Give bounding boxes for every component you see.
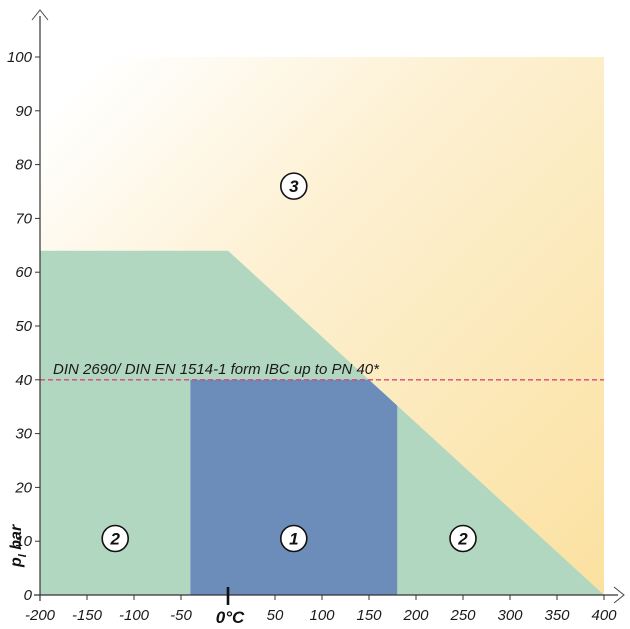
chart-axes: 0 10 20 30 40 50 60 70 80 90 100 -200 -150 -100 -50 50 1… [7, 9, 625, 627]
x-tick-label: -50 [170, 607, 192, 624]
x-tick-label: 200 [402, 607, 429, 624]
y-tick-label: 90 [15, 103, 32, 120]
x-tick-label: 300 [497, 607, 523, 624]
zone-marker-circle-1 [279, 524, 308, 553]
x-tick-label: -100 [119, 607, 150, 624]
y-tick-label: 60 [15, 264, 32, 281]
x-tick-label: 150 [356, 607, 382, 624]
y-tick-label: 50 [15, 318, 32, 335]
y-tick-label: 30 [15, 426, 32, 443]
reference-line-group: DIN 2690/ DIN EN 1514-1 form IBC up to P… [40, 361, 604, 381]
y-tick-label: 40 [15, 372, 32, 389]
zone-marker-label-2: 2 [109, 530, 120, 549]
x-tick-label: -150 [72, 607, 103, 624]
x-tick-label: 350 [544, 607, 570, 624]
y-tick-label: 10 [15, 533, 32, 550]
x-tick-label: 100 [309, 607, 335, 624]
reference-line-label: DIN 2690/ DIN EN 1514-1 form IBC up to P… [53, 361, 380, 378]
zone-markers: 3 2 1 2 [101, 172, 477, 553]
y-tick-label: 80 [15, 157, 32, 174]
y-tick-label: 100 [7, 49, 33, 66]
zone-marker-circle-3 [279, 172, 308, 200]
x-tick-label: 50 [267, 607, 284, 624]
region-zone-1 [190, 379, 398, 595]
y-tick-label: 0 [24, 587, 33, 604]
chart-regions [40, 57, 604, 595]
zone-marker-label-2: 2 [457, 530, 468, 549]
zone-marker-circle-2 [449, 524, 477, 553]
x-tick-label: 250 [449, 607, 476, 624]
y-axis-arrow-icon [31, 9, 49, 21]
zone-marker-label-1: 1 [289, 530, 298, 549]
y-tick-label: 20 [14, 479, 32, 496]
y-axis-label: pl bar [8, 524, 29, 568]
x-tick-label: -200 [25, 607, 56, 624]
x-axis-label: 0°C [216, 608, 245, 627]
y-tick-label: 70 [15, 210, 32, 227]
x-tick-label: 400 [591, 607, 617, 624]
zone-marker-circle-2 [101, 524, 129, 553]
x-axis-arrow-icon [613, 586, 625, 604]
zone-marker-label-3: 3 [289, 177, 299, 196]
